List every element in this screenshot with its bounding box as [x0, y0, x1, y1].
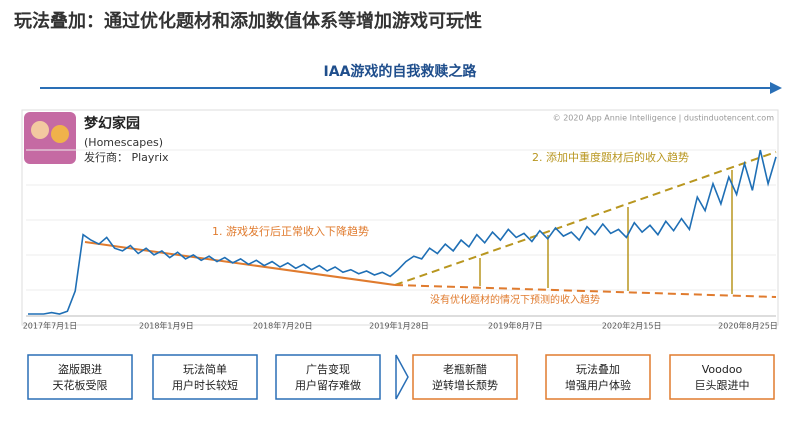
x-tick-label: 2018年1月9日	[139, 321, 194, 331]
trend-line-down	[394, 284, 777, 298]
revenue-line	[28, 149, 777, 315]
banner-arrow	[770, 82, 782, 94]
stage-text: 广告变现	[306, 362, 350, 376]
credit: © 2020 App Annie Intelligence | dustindu…	[553, 114, 775, 123]
stage-text: 逆转增长颓势	[432, 378, 498, 392]
stage-text: 盗版跟进	[58, 362, 102, 376]
gap-arrows	[479, 170, 733, 294]
annotation: 没有优化题材的情况下预测的收入趋势	[430, 293, 600, 306]
stage-box	[27, 354, 133, 400]
x-tick-label: 2018年7月20日	[253, 321, 313, 331]
stage-text: 天花板受限	[53, 378, 108, 392]
x-tick-label: 2019年1月28日	[369, 321, 429, 331]
stage-box	[545, 354, 651, 400]
stage-box	[412, 354, 518, 400]
x-tick-label: 2020年2月15日	[602, 321, 662, 331]
annotation: 1. 游戏发行后正常收入下降趋势	[212, 224, 369, 238]
x-tick-label: 2019年8月7日	[488, 321, 543, 331]
stage-box	[152, 354, 258, 400]
banner-text: IAA游戏的自我救赎之路	[324, 63, 478, 80]
app-name: 梦幻家园	[84, 115, 140, 132]
stage-text: 用户时长较短	[172, 378, 238, 392]
grid	[26, 149, 776, 291]
stage-text: 用户留存难做	[295, 378, 361, 392]
stage-text: 玩法叠加	[576, 362, 620, 376]
trend-line	[84, 241, 396, 286]
stage-text: Voodoo	[702, 363, 743, 376]
x-tick-label: 2017年7月1日	[23, 321, 78, 331]
annotation: 2. 添加中重度题材后的收入趋势	[532, 150, 689, 164]
stage-text: 玩法简单	[183, 362, 227, 376]
icon-face	[31, 121, 49, 139]
app-icon	[24, 112, 76, 164]
stage-text: 老瓶新醋	[443, 362, 487, 376]
x-tick-label: 2020年8月25日	[718, 321, 778, 331]
stage-arrow	[395, 354, 409, 400]
stage-text: 增强用户体验	[565, 378, 631, 392]
stage-text: 巨头跟进中	[695, 379, 750, 392]
stage-box	[669, 354, 775, 400]
stage-box	[275, 354, 381, 400]
slide-title: 玩法叠加：通过优化题材和添加数值体系等增加游戏可玩性	[14, 10, 482, 32]
app-publisher: 发行商： Playrix	[84, 150, 169, 164]
trend-line-up	[394, 151, 777, 286]
app-english: (Homescapes)	[84, 136, 163, 149]
icon-face	[51, 125, 69, 143]
chart-frame	[21, 109, 779, 326]
